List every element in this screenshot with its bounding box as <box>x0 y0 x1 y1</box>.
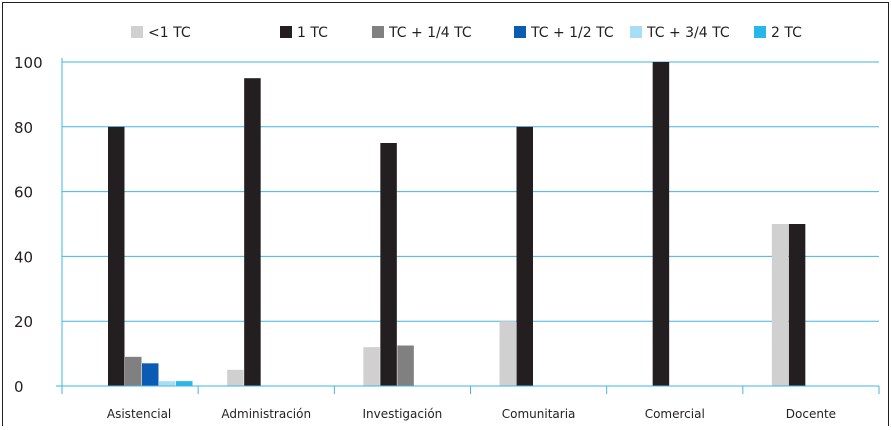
bar <box>516 126 533 387</box>
y-tick-label: 0 <box>14 378 24 396</box>
x-tick-label: Docente <box>786 407 836 421</box>
x-tick-label: Comercial <box>645 407 705 421</box>
bar <box>652 62 670 386</box>
x-tick-label: Administración <box>221 407 311 421</box>
legend-swatch <box>131 26 143 38</box>
bar <box>108 126 125 387</box>
y-tick-label: 60 <box>14 184 33 202</box>
bar <box>499 321 516 386</box>
bar <box>159 381 176 386</box>
y-tick-label: 100 <box>14 54 43 72</box>
bar <box>397 345 414 386</box>
bar <box>142 363 159 386</box>
y-tick-label: 80 <box>14 119 33 137</box>
bar <box>244 78 261 386</box>
legend-swatch <box>372 26 384 38</box>
legend: <1 TC 1 TC TC + 1/4 TC TC + 1/2 TC TC + 3/4 … <box>131 25 802 41</box>
bar <box>380 143 397 386</box>
bar <box>788 224 806 386</box>
x-tick-label: Asistencial <box>107 407 171 421</box>
legend-label: TC + 1/2 TC <box>530 25 614 41</box>
bars <box>108 62 806 387</box>
x-tick-label: Comunitaria <box>502 407 576 421</box>
bar <box>125 356 142 386</box>
legend-swatch <box>754 26 766 38</box>
y-tick-label: 20 <box>14 313 33 331</box>
bar <box>771 224 789 386</box>
legend-swatch <box>280 26 292 38</box>
legend-label: 2 TC <box>771 25 802 41</box>
legend-label: TC + 1/4 TC <box>388 25 472 41</box>
x-tick-label: Investigación <box>363 407 443 421</box>
bar <box>363 347 380 386</box>
legend-label: 1 TC <box>297 25 328 41</box>
legend-swatch <box>514 26 526 38</box>
gridlines <box>62 61 879 322</box>
y-tick-label: 40 <box>14 248 33 266</box>
legend-swatch <box>630 26 642 38</box>
legend-label: <1 TC <box>148 25 191 41</box>
axes: 0 20 40 60 80 100 Asistencial Administración Inv… <box>14 54 880 421</box>
bar <box>176 381 193 386</box>
legend-label: TC + 3/4 TC <box>646 25 730 41</box>
bar <box>227 369 244 386</box>
